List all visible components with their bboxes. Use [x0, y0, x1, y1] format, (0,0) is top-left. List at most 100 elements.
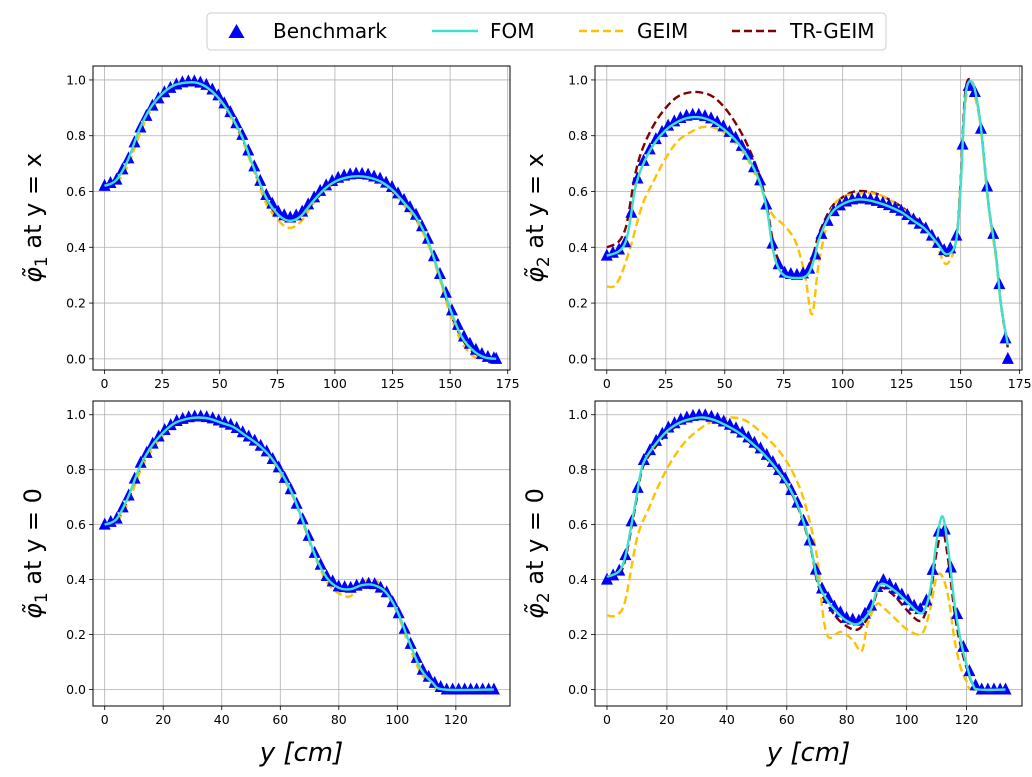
- x-tick-label: 100: [323, 376, 347, 391]
- benchmark-marker: [445, 303, 458, 316]
- benchmark-marker: [230, 116, 243, 129]
- grid: [595, 401, 1022, 706]
- benchmark-marker: [224, 105, 237, 118]
- y-axis-label: φ̃1 at y = x: [19, 153, 52, 283]
- x-tick-label: 125: [890, 376, 914, 391]
- y-tick-label: 0.0: [66, 351, 86, 366]
- benchmark-marker: [314, 557, 327, 570]
- y-axis-label: φ̃2 at y = 0: [521, 488, 554, 619]
- x-tick-label: 0: [101, 712, 109, 727]
- benchmark-marker: [487, 682, 500, 695]
- y-tick-label: 0.2: [568, 296, 588, 311]
- benchmark-marker: [296, 204, 309, 217]
- x-tick-label: 25: [154, 376, 170, 391]
- benchmark-marker: [326, 574, 339, 587]
- subplot-4: 0 20 40 60 80 100 120 0.0 0.2 0.4 0.6 0.8 1.0 φ̃2 at …: [521, 400, 1023, 768]
- y-tick-label: 0.4: [66, 572, 86, 587]
- benchmark-marker: [969, 678, 982, 691]
- y-axis-label: φ̃1 at y = 0: [19, 488, 52, 619]
- y-tick-label: 0.8: [66, 128, 86, 143]
- y-tick-label: 0.6: [66, 517, 86, 532]
- x-tick-label: 150: [438, 376, 462, 391]
- axes-frame: [92, 400, 511, 707]
- legend-label-benchmark: Benchmark: [273, 19, 387, 43]
- benchmark-marker: [668, 416, 681, 429]
- benchmark-marker: [735, 138, 748, 151]
- benchmark-marker: [410, 207, 423, 220]
- benchmark-marker: [308, 190, 321, 203]
- fom-line: [606, 416, 1006, 692]
- x-axis-label: y [cm]: [259, 738, 344, 768]
- x-tick-label: 120: [444, 712, 468, 727]
- benchmark-marker: [895, 587, 908, 600]
- subplot-3: 0 20 40 60 80 100 120 0.0 0.2 0.4 0.6 0.8 1.0 φ̃1 at …: [19, 400, 511, 768]
- benchmark-marker: [656, 426, 669, 439]
- legend-label-fom: FOM: [490, 19, 535, 43]
- benchmark-marker: [146, 436, 159, 449]
- benchmark-marker: [803, 261, 816, 274]
- benchmark-marker: [919, 221, 932, 234]
- benchmark-marker: [932, 235, 945, 248]
- benchmark-marker: [815, 581, 828, 594]
- benchmark-marker: [248, 433, 261, 446]
- benchmark-marker: [711, 115, 724, 128]
- series-group: [606, 78, 1009, 348]
- y-tick-label: 0.2: [568, 627, 588, 642]
- benchmark-marker: [613, 242, 626, 255]
- y-tick-label: 0.8: [568, 462, 588, 477]
- x-tick-label: 100: [385, 712, 409, 727]
- benchmark-markers: [98, 74, 503, 364]
- y-axis-label: φ̃2 at y = x: [521, 153, 554, 283]
- benchmark-marker: [779, 471, 792, 484]
- benchmark-marker: [736, 425, 749, 438]
- benchmark-marker: [951, 607, 964, 620]
- fom-line: [103, 80, 497, 360]
- benchmark-marker: [416, 662, 429, 675]
- x-tick-label: 60: [272, 712, 288, 727]
- benchmark-marker: [662, 118, 675, 131]
- benchmark-marker: [760, 447, 773, 460]
- y-tick-label: 0.4: [66, 240, 86, 255]
- benchmark-markers: [600, 78, 1014, 364]
- x-tick-label: 50: [212, 376, 228, 391]
- benchmark-marker: [766, 454, 779, 467]
- y-tick-label: 0.2: [66, 296, 86, 311]
- legend-marker-benchmark: [228, 24, 245, 38]
- benchmark-marker: [404, 200, 417, 213]
- benchmark-marker: [999, 682, 1012, 695]
- y-tick-label: 0.0: [66, 682, 86, 697]
- benchmark-marker: [748, 435, 761, 448]
- fom-line: [606, 79, 1009, 346]
- benchmark-marker: [254, 438, 267, 451]
- benchmark-marker: [380, 585, 393, 598]
- x-tick-label: 0: [603, 712, 611, 727]
- benchmark-marker: [236, 127, 249, 140]
- y-tick-label: 0.6: [568, 184, 588, 199]
- benchmark-marker: [314, 183, 327, 196]
- benchmark-marker: [877, 573, 890, 586]
- y-tick-label: 0.2: [66, 627, 86, 642]
- benchmark-marker: [717, 119, 730, 132]
- x-tick-label: 100: [895, 712, 919, 727]
- x-tick-label: 0: [603, 376, 611, 391]
- x-tick-label: 100: [831, 376, 855, 391]
- x-tick-label: 175: [496, 376, 520, 391]
- benchmark-marker: [158, 423, 171, 436]
- benchmark-marker: [963, 664, 976, 677]
- benchmark-marker: [828, 599, 841, 612]
- trgeim-line: [606, 78, 1009, 348]
- y-tick-label: 0.0: [568, 351, 588, 366]
- benchmark-marker: [302, 197, 315, 210]
- benchmark-marker: [320, 178, 333, 191]
- fom-line: [104, 416, 494, 692]
- benchmark-marker: [386, 179, 399, 192]
- benchmark-marker: [901, 593, 914, 606]
- benchmark-marker: [272, 204, 285, 217]
- y-tick-label: 0.8: [568, 128, 588, 143]
- benchmark-marker: [754, 173, 767, 186]
- benchmark-marker: [421, 231, 434, 244]
- x-tick-label: 150: [949, 376, 973, 391]
- benchmark-marker: [380, 175, 393, 188]
- axes-frame: [594, 400, 1023, 707]
